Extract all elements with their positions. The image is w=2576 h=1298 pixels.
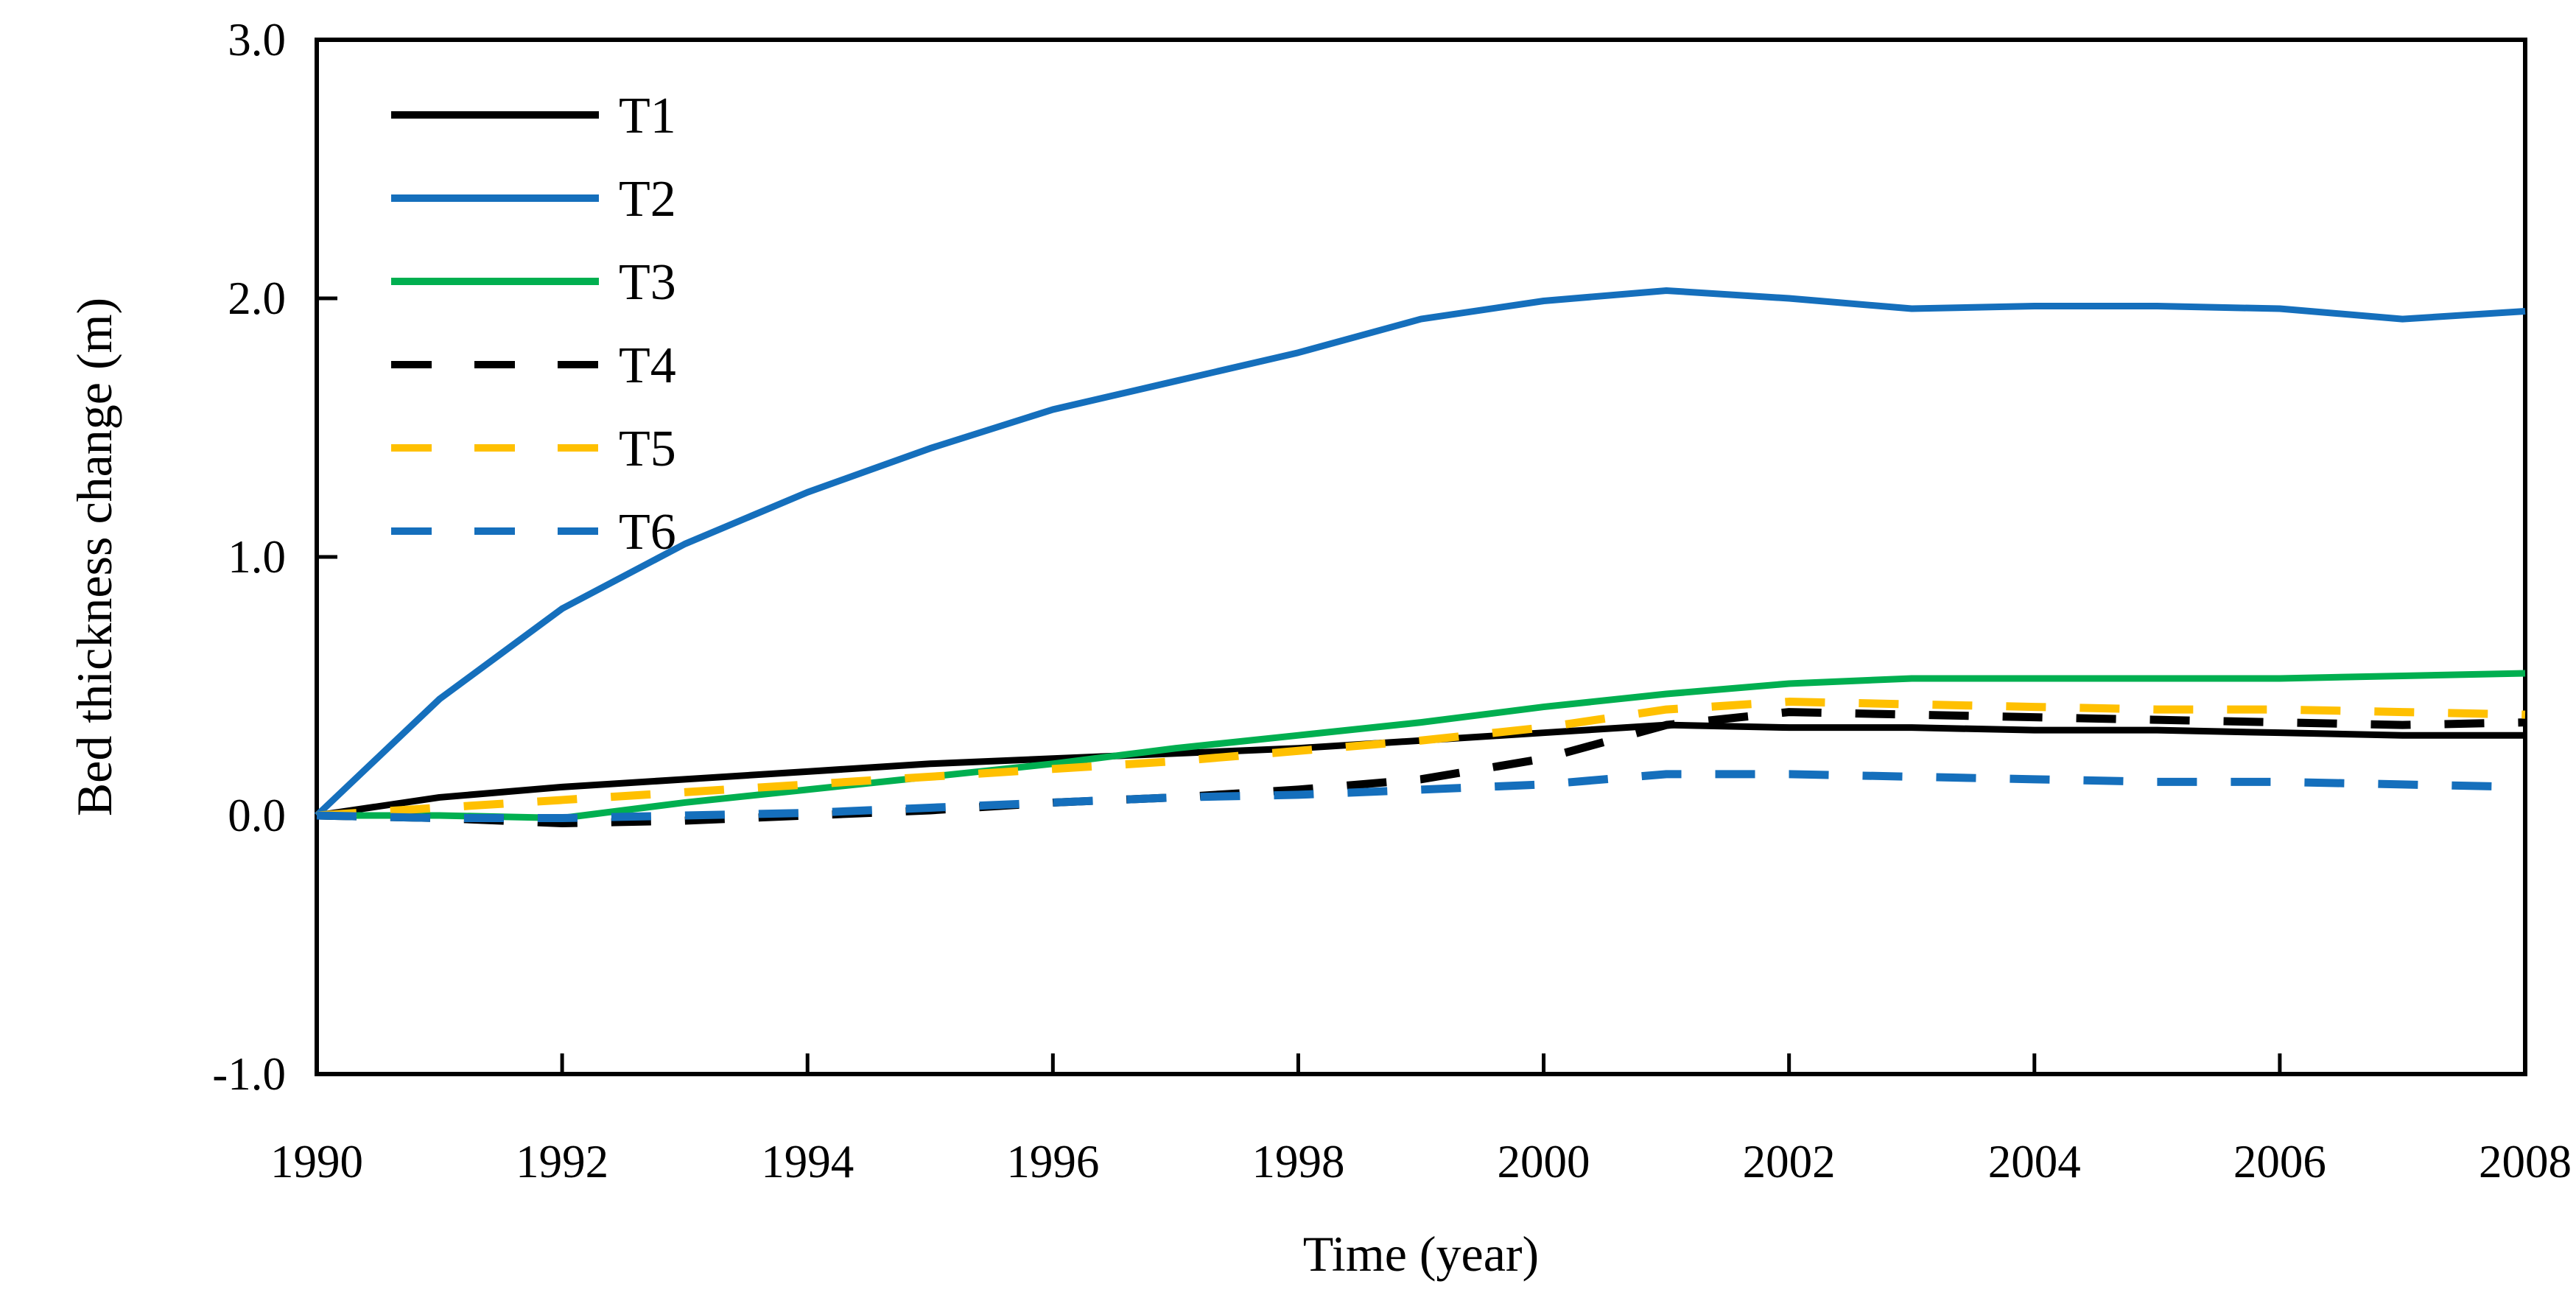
legend-label-t1: T1 [619, 88, 676, 144]
y-tick-label--1.0: -1.0 [212, 1048, 286, 1100]
series-line-t2 [314, 287, 2526, 818]
x-tick-label-2004: 2004 [1988, 1136, 2081, 1188]
legend-label-t3: T3 [619, 254, 676, 311]
y-tick-label-2.0: 2.0 [228, 273, 286, 324]
x-axis-title: Time (year) [1302, 1226, 1540, 1282]
x-tick-label-1994: 1994 [761, 1136, 854, 1188]
x-tick-label-1992: 1992 [516, 1136, 608, 1188]
x-tick-label-2006: 2006 [2233, 1136, 2326, 1188]
bed-thickness-line-chart: 1990 1992 1994 1996 1998 2000 2002 2004 2006 2008… [29, 12, 2576, 1298]
x-tick-label-1996: 1996 [1006, 1136, 1099, 1188]
x-tick-label-2000: 2000 [1498, 1136, 1590, 1188]
series-line-t5 [316, 698, 2526, 820]
x-tick-label-1990: 1990 [270, 1136, 363, 1188]
x-tick-label-2008: 2008 [2479, 1136, 2572, 1188]
legend-label-t6: T6 [619, 504, 676, 561]
legend-label-t5: T5 [619, 421, 676, 477]
series-line-t4 [316, 708, 2526, 828]
y-axis-title: Bed thickness change (m) [66, 297, 122, 817]
y-tick-label-1.0: 1.0 [228, 531, 286, 583]
x-tick-label-1998: 1998 [1252, 1136, 1344, 1188]
line-chart-svg: 1990 1992 1994 1996 1998 2000 2002 2004 2006 2008… [212, 14, 2572, 1188]
x-tick-label-2002: 2002 [1743, 1136, 1836, 1188]
legend-label-t2: T2 [619, 171, 676, 228]
y-tick-label-3.0: 3.0 [228, 14, 286, 66]
legend-label-t4: T4 [619, 337, 676, 394]
y-tick-label-0.0: 0.0 [228, 790, 286, 841]
series-line-t3 [317, 670, 2526, 822]
